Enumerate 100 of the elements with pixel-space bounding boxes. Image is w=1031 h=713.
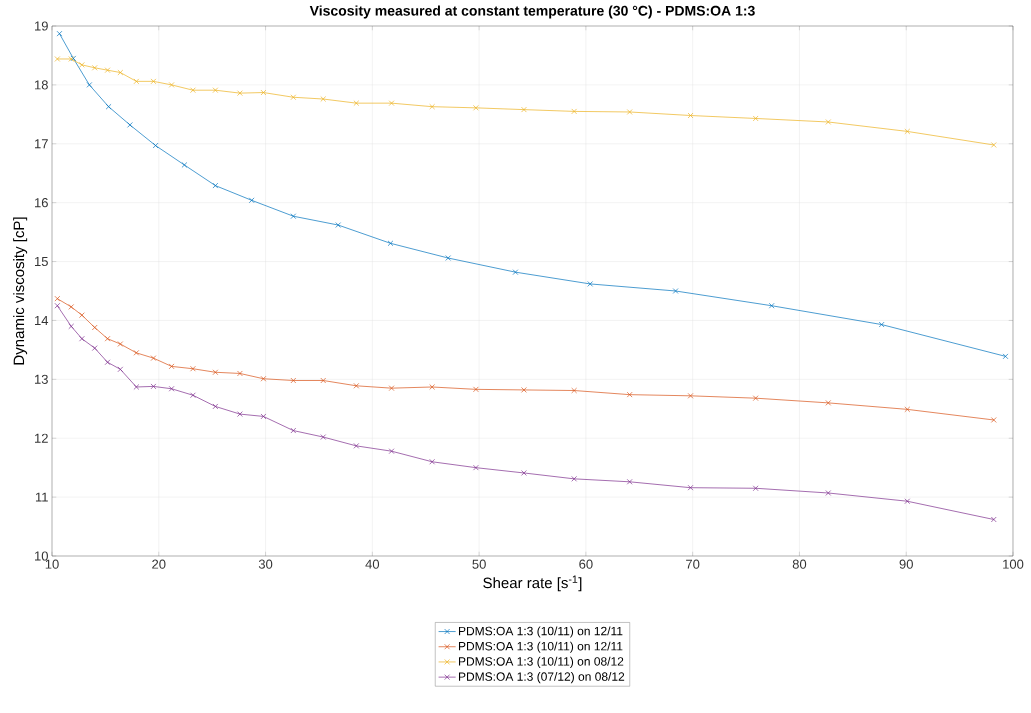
point xyxy=(190,87,196,94)
point xyxy=(353,443,360,449)
y-tick-label: 19 xyxy=(35,21,48,31)
point xyxy=(133,384,140,390)
point xyxy=(190,365,196,372)
point xyxy=(752,395,759,401)
point xyxy=(212,403,219,410)
x-tick-label: 80 xyxy=(792,559,807,569)
point xyxy=(54,302,61,309)
point xyxy=(68,304,75,310)
point xyxy=(388,448,395,454)
y-tick-label: 13 xyxy=(35,374,48,384)
y-tick-label: 14 xyxy=(35,315,49,325)
point xyxy=(68,323,75,330)
point xyxy=(56,30,63,37)
point xyxy=(429,103,435,110)
point xyxy=(104,67,111,73)
point xyxy=(626,109,633,115)
y-tick-label: 15 xyxy=(35,257,48,267)
point xyxy=(290,94,297,101)
point xyxy=(904,128,911,135)
point xyxy=(990,417,997,423)
point xyxy=(91,324,98,331)
point xyxy=(152,142,159,149)
point xyxy=(79,62,85,68)
point xyxy=(190,392,196,399)
legend-label: PDMS:OA 1:3 (10/11) on 12/11 xyxy=(458,641,623,653)
point xyxy=(387,240,394,247)
legend-label: PDMS:OA 1:3 (07/12) on 08/12 xyxy=(458,672,625,684)
point xyxy=(687,484,694,491)
point xyxy=(687,393,694,399)
y-axis-title: Dynamic viscosity [cP] xyxy=(13,217,28,365)
point xyxy=(212,369,219,376)
point xyxy=(587,281,593,287)
point xyxy=(212,87,219,94)
point xyxy=(626,391,633,398)
point xyxy=(445,255,451,261)
y-tick-label: 11 xyxy=(35,492,48,502)
point xyxy=(168,82,175,88)
point xyxy=(260,375,267,382)
point xyxy=(79,312,85,318)
point xyxy=(105,103,112,110)
point xyxy=(237,90,243,96)
legend-label: PDMS:OA 1:3 (10/11) on 08/12 xyxy=(458,656,624,669)
x-axis-title: Shear rate [s$^{-1}$] xyxy=(483,575,582,592)
x-tick-label: 20 xyxy=(152,559,166,569)
point xyxy=(54,295,61,302)
point xyxy=(825,400,832,406)
point xyxy=(353,382,360,389)
y-tick-label: 18 xyxy=(35,80,48,90)
point xyxy=(127,122,133,128)
point xyxy=(150,383,157,390)
point xyxy=(990,516,997,523)
point xyxy=(86,82,93,88)
x-tick-label: 10 xyxy=(45,559,59,569)
point xyxy=(521,470,527,476)
point xyxy=(237,411,243,417)
point xyxy=(752,485,759,492)
point xyxy=(320,96,327,102)
point xyxy=(260,413,267,420)
point xyxy=(117,366,124,373)
point xyxy=(571,387,577,394)
x-tick-label: 40 xyxy=(365,559,380,569)
point xyxy=(825,119,832,125)
point xyxy=(904,498,911,505)
x-tick-label: 60 xyxy=(579,559,593,569)
point xyxy=(571,108,577,115)
point xyxy=(512,269,519,275)
point xyxy=(521,106,527,113)
point xyxy=(237,370,243,377)
point xyxy=(117,341,124,347)
point xyxy=(150,355,157,361)
point xyxy=(168,385,175,392)
point xyxy=(104,359,111,366)
point xyxy=(626,478,633,485)
point xyxy=(260,89,267,96)
x-tick-label: 70 xyxy=(686,559,700,569)
point xyxy=(104,335,111,342)
point xyxy=(388,385,395,391)
point xyxy=(181,162,188,168)
point xyxy=(752,115,759,122)
x-tick-label: 90 xyxy=(899,559,913,569)
point xyxy=(248,197,255,204)
chart-title: Viscosity measured at constant temperature (30 °C) - PDMS:OA 1:3 xyxy=(309,5,755,19)
point xyxy=(91,345,98,351)
y-tick-label: 17 xyxy=(35,139,48,149)
point xyxy=(672,288,679,294)
point xyxy=(825,490,832,496)
point xyxy=(768,302,775,309)
point xyxy=(290,377,297,384)
point xyxy=(212,182,219,189)
legend-label: PDMS:OA 1:3 (10/11) on 12/11 xyxy=(458,626,623,638)
x-tick-label: 100 xyxy=(1003,559,1024,569)
point xyxy=(521,387,527,393)
point xyxy=(91,64,98,71)
y-tick-label: 16 xyxy=(35,198,48,208)
point xyxy=(429,458,435,465)
point xyxy=(990,142,997,148)
point xyxy=(133,350,140,356)
point xyxy=(320,377,327,384)
